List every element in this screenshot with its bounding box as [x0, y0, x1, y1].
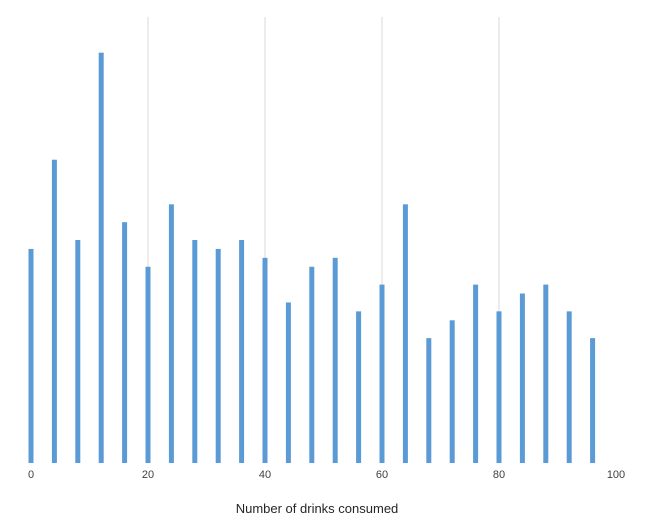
x-axis-tick-labels: 0 20 40 60 80 100 [28, 469, 625, 481]
bar-56 [356, 311, 362, 463]
bar-80 [496, 311, 502, 463]
x-tick-label-80: 80 [493, 469, 505, 481]
bar-28 [192, 240, 198, 463]
bars [28, 52, 596, 464]
x-axis-title: Number of drinks consumed [236, 501, 399, 516]
bar-88 [543, 284, 549, 463]
x-tick-label-0: 0 [28, 469, 34, 481]
bar-40 [262, 257, 268, 463]
bar-4 [51, 159, 57, 463]
bar-44 [285, 302, 291, 463]
bar-48 [309, 266, 315, 463]
bar-8 [75, 240, 81, 463]
bar-12 [98, 52, 104, 464]
gridlines [147, 17, 500, 463]
bar-32 [215, 248, 221, 463]
bar-84 [519, 293, 525, 463]
bar-60 [379, 284, 385, 463]
bar-96 [590, 338, 596, 463]
bar-52 [332, 257, 338, 463]
bar-36 [239, 240, 245, 463]
x-tick-label-40: 40 [259, 469, 271, 481]
bar-24 [168, 204, 174, 463]
x-tick-label-100: 100 [607, 469, 625, 481]
x-tick-label-20: 20 [142, 469, 154, 481]
x-tick-label-60: 60 [376, 469, 388, 481]
bar-64 [402, 204, 408, 463]
bar-92 [566, 311, 572, 463]
bar-16 [122, 222, 128, 463]
bar-20 [145, 266, 151, 463]
bar-0 [28, 248, 34, 463]
bar-76 [473, 284, 479, 463]
bar-68 [426, 338, 432, 463]
bar-72 [449, 320, 455, 463]
